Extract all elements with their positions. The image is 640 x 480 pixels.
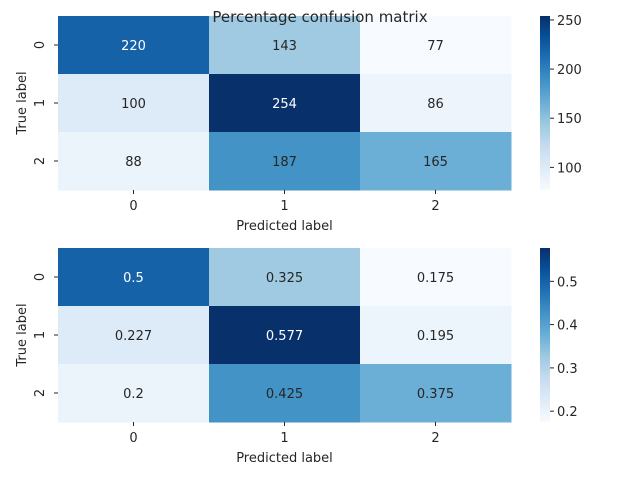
cell-value-label: 0.195 bbox=[417, 329, 454, 344]
y-axis-label: True label bbox=[15, 71, 30, 135]
heatmap-cell bbox=[360, 306, 512, 365]
heatmap-cell bbox=[209, 248, 361, 307]
x-axis-label: Predicted label bbox=[236, 451, 333, 466]
colorbar: 100 150 200 250 bbox=[540, 14, 582, 190]
cell-value-label: 77 bbox=[427, 39, 444, 54]
colorbar-tick-label: 250 bbox=[557, 14, 582, 29]
y-tick-label: 1 bbox=[33, 331, 48, 339]
heatmap-cell bbox=[360, 364, 512, 423]
colorbar: 0.2 0.3 0.4 0.5 bbox=[540, 248, 578, 422]
cell-value-label: 187 bbox=[272, 155, 297, 170]
y-tick-label: 2 bbox=[33, 389, 48, 397]
heatmap-cell bbox=[209, 132, 361, 191]
cell-value-label: 100 bbox=[121, 97, 146, 112]
heatmap-cell bbox=[360, 16, 512, 75]
cell-value-label: 0.577 bbox=[266, 329, 303, 344]
y-axis-label: True label bbox=[15, 303, 30, 367]
heatmap-cell bbox=[58, 248, 210, 307]
heatmap-cell bbox=[209, 364, 361, 423]
cell-value-label: 254 bbox=[272, 97, 297, 112]
heatmap-cell bbox=[58, 74, 210, 133]
heatmap-cell bbox=[209, 16, 361, 75]
cell-value-label: 0.227 bbox=[115, 329, 152, 344]
colorbar-gradient bbox=[540, 16, 550, 190]
colorbar-tick-label: 0.3 bbox=[557, 362, 578, 377]
cell-value-label: 165 bbox=[423, 155, 448, 170]
cell-value-label: 143 bbox=[272, 39, 297, 54]
heatmap-cell bbox=[58, 306, 210, 365]
colorbar-tick-label: 0.2 bbox=[557, 405, 578, 420]
heatmap-cell bbox=[360, 132, 512, 191]
y-tick-label: 0 bbox=[33, 273, 48, 281]
cell-value-label: 86 bbox=[427, 97, 444, 112]
colorbar-tick-label: 200 bbox=[557, 63, 582, 78]
y-tick-label: 0 bbox=[33, 41, 48, 49]
heatmap-cell bbox=[360, 74, 512, 133]
cell-value-label: 0.425 bbox=[266, 387, 303, 402]
heatmap-cell bbox=[58, 16, 210, 75]
colorbar-tick-label: 0.4 bbox=[557, 319, 578, 334]
y-tick-label: 1 bbox=[33, 99, 48, 107]
x-tick-label: 1 bbox=[280, 431, 288, 446]
colorbar-tick-label: 0.5 bbox=[557, 275, 578, 290]
colorbar-gradient bbox=[540, 248, 550, 422]
colorbar-tick-label: 100 bbox=[557, 161, 582, 176]
x-tick-label: 2 bbox=[431, 199, 439, 214]
cell-value-label: 0.325 bbox=[266, 271, 303, 286]
y-tick-label: 2 bbox=[33, 157, 48, 165]
cell-value-label: 220 bbox=[121, 39, 146, 54]
figure-title: Percentage confusion matrix bbox=[212, 8, 427, 26]
heatmap-1: 220 143 77 100 254 86 88 187 165 0 1 2 0 1 2 Predicted … bbox=[15, 14, 582, 234]
heatmap-cell bbox=[360, 248, 512, 307]
cell-value-label: 88 bbox=[125, 155, 142, 170]
x-tick-label: 0 bbox=[129, 199, 137, 214]
colorbar-tick-label: 150 bbox=[557, 112, 582, 127]
heatmap-cell bbox=[58, 364, 210, 423]
heatmap-2: 0.5 0.325 0.175 0.227 0.577 0.195 0.2 0.425 0.37… bbox=[15, 248, 578, 466]
cell-value-label: 0.2 bbox=[123, 387, 144, 402]
x-tick-label: 0 bbox=[129, 431, 137, 446]
cell-value-label: 0.375 bbox=[417, 387, 454, 402]
x-tick-label: 2 bbox=[431, 431, 439, 446]
heatmap-cell bbox=[209, 74, 361, 133]
heatmap-cell bbox=[209, 306, 361, 365]
x-tick-label: 1 bbox=[280, 199, 288, 214]
cell-value-label: 0.175 bbox=[417, 271, 454, 286]
cell-value-label: 0.5 bbox=[123, 271, 144, 286]
heatmap-cell bbox=[58, 132, 210, 191]
x-axis-label: Predicted label bbox=[236, 219, 333, 234]
